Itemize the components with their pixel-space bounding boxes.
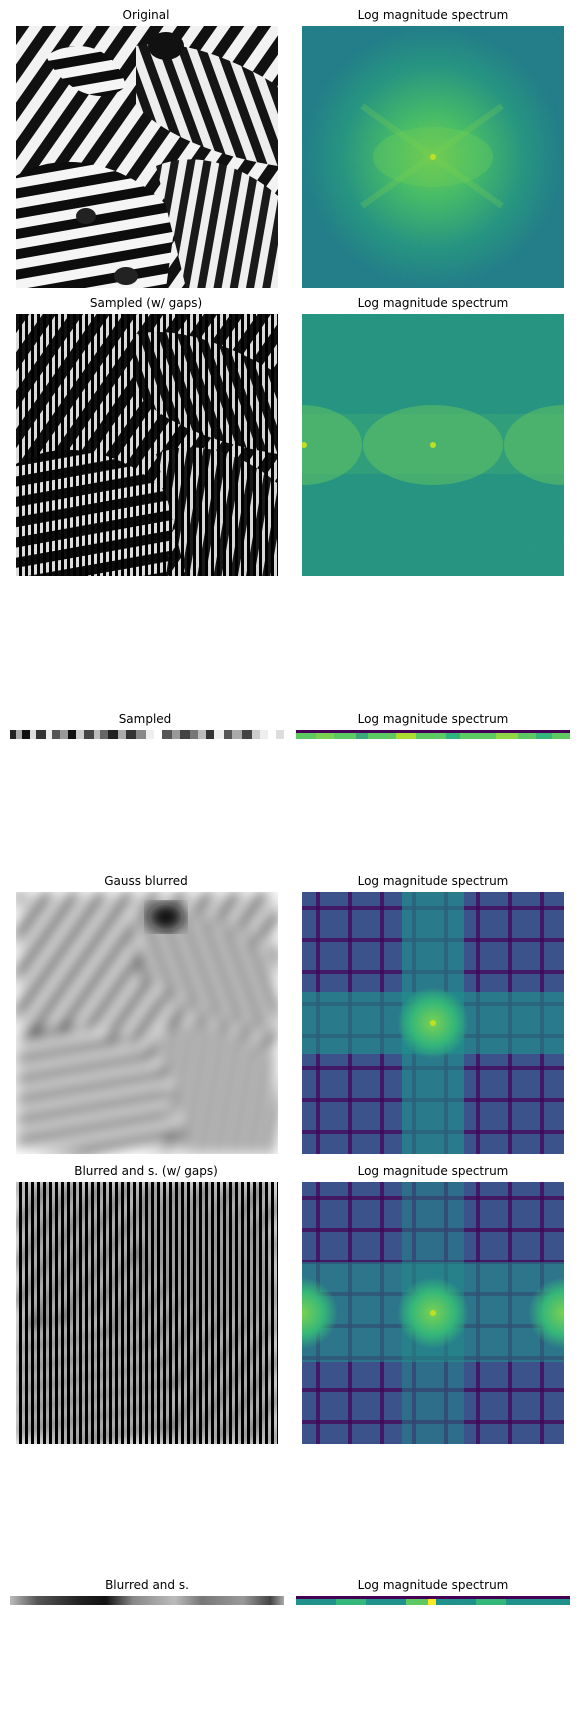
spectrum-original-graphic bbox=[302, 26, 564, 288]
zebra-sampled-graphic bbox=[16, 314, 278, 576]
sampled-strip bbox=[10, 730, 284, 739]
spectrum-strip-2 bbox=[296, 1596, 570, 1605]
spectrum-blurred-graphic bbox=[302, 892, 564, 1154]
spectrum-blurred-sampled bbox=[302, 1182, 564, 1444]
spectrum-sampled bbox=[302, 314, 564, 576]
spectrum-original bbox=[302, 26, 564, 288]
panel-title-spectrum-3: Log magnitude spectrum bbox=[296, 712, 570, 726]
spectrum-sampled-graphic bbox=[302, 314, 564, 576]
spectrum-strip-graphic bbox=[296, 730, 570, 739]
panel-title-spectrum-2: Log magnitude spectrum bbox=[302, 296, 564, 310]
sampled-strip-graphic bbox=[10, 730, 284, 739]
blurred-strip-graphic bbox=[10, 1596, 284, 1605]
blurred-image bbox=[16, 892, 278, 1154]
spectrum-blurred-sampled-graphic bbox=[302, 1182, 564, 1444]
panel-title-spectrum-5: Log magnitude spectrum bbox=[302, 1164, 564, 1178]
zebra-original-graphic bbox=[16, 26, 278, 288]
spectrum-strip bbox=[296, 730, 570, 739]
blurred-graphic bbox=[16, 892, 278, 1154]
sampled-gaps-image bbox=[16, 314, 278, 576]
original-image bbox=[16, 26, 278, 288]
panel-title-sampled: Sampled bbox=[10, 712, 280, 726]
panel-title-spectrum-4: Log magnitude spectrum bbox=[302, 874, 564, 888]
blurred-sampled-gaps-image bbox=[16, 1182, 278, 1444]
blurred-sampled-graphic bbox=[16, 1182, 278, 1444]
panel-title-gauss-blurred: Gauss blurred bbox=[16, 874, 276, 888]
panel-title-sampled-gaps: Sampled (w/ gaps) bbox=[16, 296, 276, 310]
spectrum-blurred bbox=[302, 892, 564, 1154]
panel-title-spectrum-6: Log magnitude spectrum bbox=[296, 1578, 570, 1592]
blurred-sampled-strip bbox=[10, 1596, 284, 1605]
panel-title-original: Original bbox=[16, 8, 276, 22]
panel-title-blurred-sampled-gaps: Blurred and s. (w/ gaps) bbox=[16, 1164, 276, 1178]
panel-title-spectrum-1: Log magnitude spectrum bbox=[302, 8, 564, 22]
panel-title-blurred-and-s: Blurred and s. bbox=[10, 1578, 284, 1592]
spectrum-strip-2-graphic bbox=[296, 1596, 570, 1605]
